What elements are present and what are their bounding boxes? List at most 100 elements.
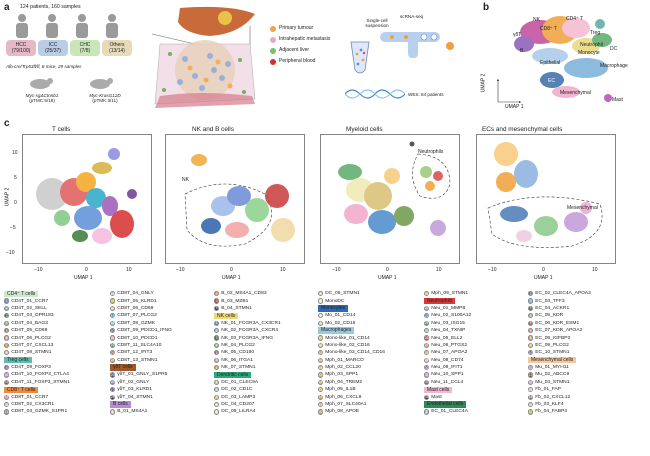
mouse-line-label: Alb-cre/Trp53fl/fl, 8 mice, 29 samples — [6, 64, 82, 69]
patient-icons — [16, 14, 118, 38]
legend-item: 9 CD4T_09_FOXP3 — [4, 364, 106, 371]
cancer-group-counts: (7/8) — [79, 48, 91, 54]
cluster-dot-icon: 14 — [528, 387, 534, 393]
legend-item-label: DC_03_LAMP3 — [221, 394, 256, 400]
legend-item: 10 EC_10_STMN1 — [528, 349, 630, 356]
legend-item: 15 Fb_02_CXCL12 — [528, 393, 630, 400]
legend-item-label: CD8T_03_GZMK_S1PR1 — [11, 409, 68, 415]
wes-label: WES: 84 patients — [408, 92, 444, 97]
c1-xtick-0: −10 — [34, 267, 43, 273]
cluster-dot-icon: 6 — [214, 357, 220, 363]
legend-item-label: DC_02_CD1C — [221, 387, 253, 393]
cluster-dot-icon: 8 — [318, 313, 324, 319]
legend-item-label: B_01_MS4A1 — [117, 409, 148, 415]
legend-item: 4 DC_04_CD207 — [214, 401, 316, 408]
c2-xtick-0: −10 — [176, 267, 185, 273]
legend-item-label: B_02_MS4A1_CD83 — [221, 291, 267, 297]
legend-item-label: EC_10_STMN1 — [535, 350, 570, 356]
b-label-epithelial: Epithelial — [540, 60, 561, 66]
sample-dot-icon — [270, 48, 276, 54]
legend-item: 28 γδT_04_STMN1 — [110, 393, 212, 400]
legend-item-label: CD4T_09_FOXP3 — [11, 365, 51, 371]
cluster-dot-icon: 8 — [528, 335, 534, 341]
legend-item: 17 Fb_04_FABP4 — [528, 408, 630, 415]
legend-item-label: CD4T_04_BAG3 — [11, 320, 48, 326]
c1-ytick-0: 10 — [12, 150, 18, 156]
legend-item-label: Fb_02_CXCL12 — [535, 394, 571, 400]
cluster-dot-icon: 1 — [424, 409, 430, 415]
legend-item: 26 γδT_02_GNLY — [110, 379, 212, 386]
legend-item-label: NK_03_FCGR3A_IFNG — [221, 335, 274, 341]
b-label-ec: EC — [548, 78, 555, 84]
c4-xlabel: UMAP 1 — [534, 275, 553, 281]
legend-item: 5 DC_05_LILRA4 — [214, 408, 316, 415]
panel-b-letter: b — [483, 2, 490, 13]
legend-item: 17 Mph_05_IL1B — [318, 386, 420, 393]
legend-item: 12 Mono-like_03_CD14_CD16 — [318, 349, 420, 356]
c-title-tcells: T cells — [52, 126, 71, 133]
cancer-group-1: ICC (25/37) — [38, 40, 68, 56]
c2-xtick-1: 0 — [230, 267, 233, 273]
sample-type-label: Adjacent liver — [279, 47, 310, 53]
legend-item: 2 EC_02_CLEC4A_APOA2 — [528, 290, 630, 297]
legend-item: 11 Mu_01_MYH11 — [528, 364, 630, 371]
b-label-gdt: γδT — [513, 32, 522, 38]
legend-item-label: CD8T_05_KLRD1 — [117, 298, 157, 304]
cluster-dot-icon: 1 — [214, 379, 220, 385]
legend-item-label: EC_08_IGFBP3 — [535, 335, 571, 341]
c4-xtick-0: −10 — [488, 267, 497, 273]
legend-column-1: CD4⁺ T cells 1 CD4T_01_CCR7 2 CD4T_02_SELL 3 C… — [4, 290, 106, 416]
legend-item-label: Mph_02_CCL20 — [325, 365, 361, 371]
c3-xtick-0: −10 — [332, 267, 341, 273]
legend-item-label: Mu_03_STMN1 — [535, 379, 570, 385]
umap-nkb — [165, 134, 305, 264]
legend-item-label: CD8T_02_CX3CR1 — [11, 402, 55, 408]
legend-item: 10 CD4T_10_FOXP3_CTLA4 — [4, 371, 106, 378]
c1-ytick-4: −10 — [6, 250, 15, 256]
legend-item: 16 Mph_04_TREM2 — [318, 379, 420, 386]
cluster-dot-icon: 7 — [528, 328, 534, 334]
legend-item: 4 B_04_STMN1 — [214, 305, 316, 312]
cluster-dot-icon: 4 — [4, 320, 10, 326]
legend-item: 31 Neu_10_SPP1 — [424, 371, 526, 378]
cluster-dot-icon: 27 — [424, 342, 430, 349]
legend-item: 1 DC_01_CLEC9A — [214, 379, 316, 386]
legend-header-label: Dendritic cells — [214, 371, 252, 379]
legend-item-label: CD4T_11_FOXP3_STMN1 — [11, 379, 70, 385]
legend-item-label: B_04_STMN1 — [221, 305, 252, 311]
legend-item: 17 CD8T_06_CD69 — [110, 305, 212, 312]
b-label-mesenchymal: Mesenchymal — [560, 90, 591, 96]
c1-ytick-3: −5 — [10, 225, 16, 231]
legend-item-label: DC_04_CD207 — [221, 402, 255, 408]
legend-item: 1 B_01_MS4A1 — [110, 408, 212, 415]
sample-dot-icon — [270, 37, 276, 43]
mouse-model-1: Myc-sgΔCtnnb1 (pTMC:5/18) — [25, 93, 59, 104]
legend-item-label: Mu_02_ABCC9 — [535, 372, 570, 378]
legend-item-label: CD8T_13_STMN1 — [117, 357, 158, 363]
b-label-mast: Mast — [612, 97, 623, 103]
cluster-dot-icon: 10 — [4, 372, 10, 378]
umap-myeloid — [320, 134, 460, 264]
legend-item-label: γδT_02_GNLY — [117, 379, 150, 385]
legend-item-label: Neu_01_MMP8 — [431, 305, 466, 311]
cluster-dot-icon: 6 — [318, 291, 324, 297]
cluster-dot-icon: 3 — [528, 298, 534, 304]
mouse-model-2: Myc-KrasG12D (pTMK:3/11) — [89, 93, 121, 104]
legend-item-label: Neu_03_ISG15 — [431, 320, 465, 326]
legend-item: 7 NK_07_STMN1 — [214, 364, 316, 371]
cluster-dot-icon: 31 — [424, 372, 430, 378]
cluster-dot-icon: 12 — [528, 372, 534, 378]
cluster-dot-icon: 25 — [110, 372, 116, 378]
cancer-group-counts: (25/37) — [45, 48, 61, 54]
sample-type-1: Intrahepatic metastasis — [270, 36, 350, 43]
cluster-dot-icon: 14 — [318, 365, 324, 371]
b-ylabel: UMAP 2 — [480, 73, 487, 93]
cluster-dot-icon: 5 — [528, 313, 534, 319]
legend-item: 18 Mph_06_CXCL9 — [318, 393, 420, 400]
cluster-dot-icon: 8 — [4, 350, 10, 356]
legend-item-label: Neu_04_TXNIP — [431, 328, 466, 334]
cluster-dot-icon: 13 — [318, 357, 324, 363]
cluster-dot-icon: 18 — [110, 313, 116, 319]
umap-ecs — [476, 134, 616, 264]
cluster-dot-icon: 21 — [424, 291, 430, 297]
